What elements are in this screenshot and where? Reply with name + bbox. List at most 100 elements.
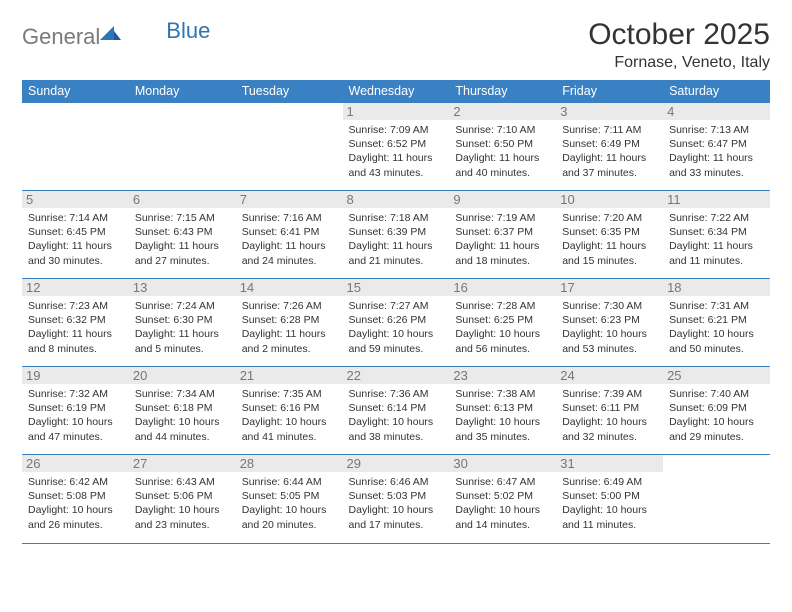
- calendar-cell: 9Sunrise: 7:19 AMSunset: 6:37 PMDaylight…: [449, 191, 556, 279]
- day-number: 31: [556, 455, 663, 472]
- day-number: 18: [663, 279, 770, 296]
- day-number: 21: [236, 367, 343, 384]
- calendar-cell: 21 Sunrise: 7:35 AMSunset: 6:16 PMDayligh…: [236, 367, 343, 455]
- calendar-cell: 28 Sunrise: 6:44 AMSunset: 5:05 PMDayligh…: [236, 455, 343, 543]
- day-details: Sunrise: 7:32 AMSunset: 6:19 PMDaylight:…: [28, 387, 123, 444]
- calendar-cell: 8 Sunrise: 7:18 AMSunset: 6:39 PMDaylight…: [343, 191, 450, 279]
- calendar-cell: 22 Sunrise: 7:36 AMSunset: 6:14 PMDayligh…: [343, 367, 450, 455]
- calendar-table: SundayMondayTuesdayWednesdayThursdayFrid…: [22, 80, 770, 543]
- calendar-cell: 11 Sunrise: 7:22 AMSunset: 6:34 PMDayligh…: [663, 191, 770, 279]
- day-number: 20: [129, 367, 236, 384]
- calendar-cell: 20 Sunrise: 7:34 AMSunset: 6:18 PMDayligh…: [129, 367, 236, 455]
- calendar-cell: [22, 103, 129, 191]
- day-number: 26: [22, 455, 129, 472]
- calendar-cell: 17 Sunrise: 7:30 AMSunset: 6:23 PMDayligh…: [556, 279, 663, 367]
- logo-text-blue: Blue: [166, 18, 210, 44]
- day-details: Sunrise: 6:44 AMSunset: 5:05 PMDaylight:…: [242, 475, 337, 532]
- calendar-cell: 5Sunrise: 7:14 AMSunset: 6:45 PMDaylight…: [22, 191, 129, 279]
- day-details: Sunrise: 7:13 AMSunset: 6:47 PMDaylight:…: [669, 123, 764, 180]
- day-number: 11: [663, 191, 770, 208]
- calendar-cell: 19 Sunrise: 7:32 AMSunset: 6:19 PMDayligh…: [22, 367, 129, 455]
- day-number: 13: [129, 279, 236, 296]
- weekday-header: Monday: [129, 80, 236, 103]
- day-number: 24: [556, 367, 663, 384]
- day-details: Sunrise: 7:36 AMSunset: 6:14 PMDaylight:…: [349, 387, 444, 444]
- calendar-row: 12 Sunrise: 7:23 AMSunset: 6:32 PMDayligh…: [22, 279, 770, 367]
- calendar-cell: 27Sunrise: 6:43 AMSunset: 5:06 PMDayligh…: [129, 455, 236, 543]
- day-details: Sunrise: 7:38 AMSunset: 6:13 PMDaylight:…: [455, 387, 550, 444]
- calendar-cell: 4 Sunrise: 7:13 AMSunset: 6:47 PMDaylight…: [663, 103, 770, 191]
- day-number: 15: [343, 279, 450, 296]
- calendar-cell: [129, 103, 236, 191]
- day-number: 12: [22, 279, 129, 296]
- calendar-cell: [663, 455, 770, 543]
- calendar-row: 26 Sunrise: 6:42 AMSunset: 5:08 PMDayligh…: [22, 455, 770, 543]
- day-number: 30: [449, 455, 556, 472]
- day-details: Sunrise: 7:22 AMSunset: 6:34 PMDaylight:…: [669, 211, 764, 268]
- calendar-cell: 3 Sunrise: 7:11 AMSunset: 6:49 PMDaylight…: [556, 103, 663, 191]
- calendar-cell: 15Sunrise: 7:27 AMSunset: 6:26 PMDayligh…: [343, 279, 450, 367]
- calendar-cell: 25 Sunrise: 7:40 AMSunset: 6:09 PMDayligh…: [663, 367, 770, 455]
- day-details: Sunrise: 7:40 AMSunset: 6:09 PMDaylight:…: [669, 387, 764, 444]
- day-details: Sunrise: 7:24 AMSunset: 6:30 PMDaylight:…: [135, 299, 230, 356]
- day-details: Sunrise: 7:20 AMSunset: 6:35 PMDaylight:…: [562, 211, 657, 268]
- day-number: 7: [236, 191, 343, 208]
- calendar-cell: 7Sunrise: 7:16 AMSunset: 6:41 PMDaylight…: [236, 191, 343, 279]
- day-number: 28: [236, 455, 343, 472]
- day-details: Sunrise: 7:28 AMSunset: 6:25 PMDaylight:…: [455, 299, 550, 356]
- calendar-cell: 24 Sunrise: 7:39 AMSunset: 6:11 PMDayligh…: [556, 367, 663, 455]
- day-details: Sunrise: 7:30 AMSunset: 6:23 PMDaylight:…: [562, 299, 657, 356]
- day-number: 19: [22, 367, 129, 384]
- calendar-row: 19 Sunrise: 7:32 AMSunset: 6:19 PMDayligh…: [22, 367, 770, 455]
- day-number: 10: [556, 191, 663, 208]
- calendar-cell: 13 Sunrise: 7:24 AMSunset: 6:30 PMDayligh…: [129, 279, 236, 367]
- weekday-header: Thursday: [449, 80, 556, 103]
- calendar-cell: 12 Sunrise: 7:23 AMSunset: 6:32 PMDayligh…: [22, 279, 129, 367]
- day-number: 4: [663, 103, 770, 120]
- day-number: 1: [343, 103, 450, 120]
- month-title: October 2025: [588, 18, 770, 52]
- day-number: 29: [343, 455, 450, 472]
- day-details: Sunrise: 7:15 AMSunset: 6:43 PMDaylight:…: [135, 211, 230, 268]
- calendar-cell: 31 Sunrise: 6:49 AMSunset: 5:00 PMDayligh…: [556, 455, 663, 543]
- day-number: 16: [449, 279, 556, 296]
- day-number: 6: [129, 191, 236, 208]
- day-details: Sunrise: 7:18 AMSunset: 6:39 PMDaylight:…: [349, 211, 444, 268]
- day-details: Sunrise: 6:42 AMSunset: 5:08 PMDaylight:…: [28, 475, 123, 532]
- location: Fornase, Veneto, Italy: [588, 54, 770, 72]
- calendar-cell: 30 Sunrise: 6:47 AMSunset: 5:02 PMDayligh…: [449, 455, 556, 543]
- calendar-cell: 2 Sunrise: 7:10 AMSunset: 6:50 PMDaylight…: [449, 103, 556, 191]
- day-details: Sunrise: 7:11 AMSunset: 6:49 PMDaylight:…: [562, 123, 657, 180]
- header: General Blue October 2025 Fornase, Venet…: [22, 18, 770, 72]
- calendar-cell: 1Sunrise: 7:09 AMSunset: 6:52 PMDaylight…: [343, 103, 450, 191]
- day-details: Sunrise: 7:39 AMSunset: 6:11 PMDaylight:…: [562, 387, 657, 444]
- day-number: 17: [556, 279, 663, 296]
- calendar-cell: 23Sunrise: 7:38 AMSunset: 6:13 PMDayligh…: [449, 367, 556, 455]
- calendar-cell: 10 Sunrise: 7:20 AMSunset: 6:35 PMDayligh…: [556, 191, 663, 279]
- day-details: Sunrise: 7:26 AMSunset: 6:28 PMDaylight:…: [242, 299, 337, 356]
- logo: General Blue: [22, 18, 210, 50]
- day-details: Sunrise: 7:34 AMSunset: 6:18 PMDaylight:…: [135, 387, 230, 444]
- weekday-header: Sunday: [22, 80, 129, 103]
- day-details: Sunrise: 6:46 AMSunset: 5:03 PMDaylight:…: [349, 475, 444, 532]
- day-details: Sunrise: 7:31 AMSunset: 6:21 PMDaylight:…: [669, 299, 764, 356]
- day-number: 8: [343, 191, 450, 208]
- calendar-cell: 26 Sunrise: 6:42 AMSunset: 5:08 PMDayligh…: [22, 455, 129, 543]
- day-details: Sunrise: 7:14 AMSunset: 6:45 PMDaylight:…: [28, 211, 123, 268]
- day-details: Sunrise: 7:35 AMSunset: 6:16 PMDaylight:…: [242, 387, 337, 444]
- logo-text-general: General: [22, 24, 100, 50]
- day-number: 3: [556, 103, 663, 120]
- day-number: 25: [663, 367, 770, 384]
- day-details: Sunrise: 7:10 AMSunset: 6:50 PMDaylight:…: [455, 123, 550, 180]
- bottom-rule: [22, 543, 770, 544]
- day-details: Sunrise: 6:49 AMSunset: 5:00 PMDaylight:…: [562, 475, 657, 532]
- calendar-cell: 18 Sunrise: 7:31 AMSunset: 6:21 PMDayligh…: [663, 279, 770, 367]
- day-number: 22: [343, 367, 450, 384]
- day-details: Sunrise: 7:23 AMSunset: 6:32 PMDaylight:…: [28, 299, 123, 356]
- day-number: 9: [449, 191, 556, 208]
- calendar-cell: [236, 103, 343, 191]
- day-details: Sunrise: 6:47 AMSunset: 5:02 PMDaylight:…: [455, 475, 550, 532]
- day-number: 2: [449, 103, 556, 120]
- day-details: Sunrise: 6:43 AMSunset: 5:06 PMDaylight:…: [135, 475, 230, 532]
- weekday-header: Tuesday: [236, 80, 343, 103]
